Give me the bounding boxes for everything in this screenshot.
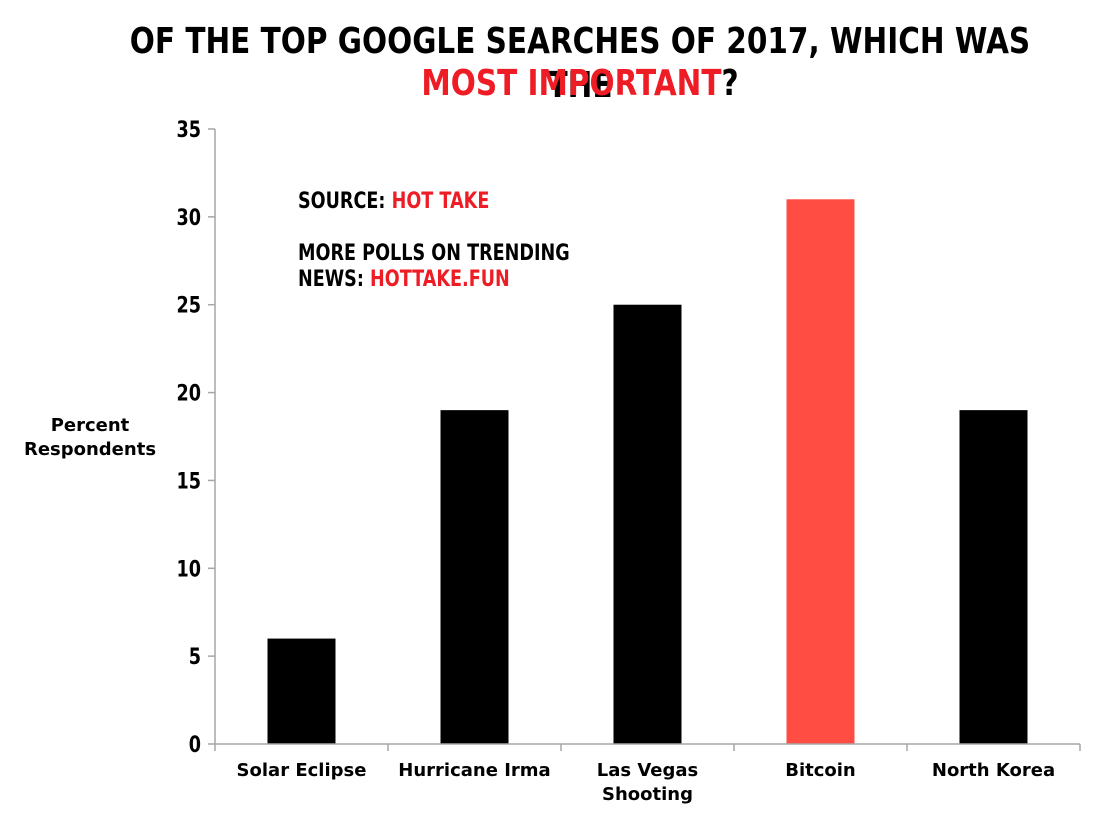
y-tick-label: 10 <box>177 556 201 581</box>
x-tick-label: Las Vegas Shooting <box>597 760 699 805</box>
x-tick-label: Solar Eclipse <box>237 760 367 781</box>
chart-title-line1: OF THE TOP GOOGLE SEARCHES OF 2017, WHIC… <box>129 21 1031 106</box>
y-axis-label: Percent Respondents <box>10 414 170 462</box>
chart-title-highlight: MOST IMPORTANT <box>421 63 722 104</box>
chart-title-suffix: ? <box>721 63 739 104</box>
x-tick-label-line: Bitcoin <box>785 760 856 781</box>
source-note: SOURCE: HOT TAKE <box>298 189 489 215</box>
chart-title-line2: MOST IMPORTANT? <box>104 62 1055 106</box>
bar-las-vegas-shooting <box>613 304 682 744</box>
more-polls-label: NEWS: <box>298 267 364 292</box>
y-tick-label: 35 <box>177 117 201 142</box>
y-tick-label: 0 <box>189 732 201 757</box>
source-label: SOURCE: <box>298 189 386 214</box>
y-axis-label-line1: Percent <box>50 415 130 436</box>
bar-solar-eclipse <box>267 638 336 744</box>
more-polls-line2: NEWS: HOTTAKE.FUN <box>298 267 510 293</box>
source-value: HOT TAKE <box>391 189 490 214</box>
x-tick-label-line: North Korea <box>932 760 1055 781</box>
y-tick-label: 15 <box>177 469 201 494</box>
x-tick-label-line: Solar Eclipse <box>237 760 367 781</box>
x-tick-label: North Korea <box>932 760 1055 781</box>
x-tick-label: Bitcoin <box>785 760 856 781</box>
bar-hurricane-irma <box>440 410 509 744</box>
y-tick-label: 20 <box>177 381 201 406</box>
y-axis-label-line2: Respondents <box>23 439 157 460</box>
x-tick-label-line: Las Vegas <box>597 760 699 781</box>
x-tick-label-line: Hurricane Irma <box>398 760 550 781</box>
bar-bitcoin <box>786 199 855 745</box>
y-tick-label: 5 <box>189 644 201 669</box>
more-polls-link[interactable]: HOTTAKE.FUN <box>370 267 510 292</box>
bar-north-korea <box>959 410 1028 744</box>
y-tick-label: 25 <box>177 293 201 318</box>
x-tick-label: Hurricane Irma <box>398 760 550 781</box>
more-polls-line1: MORE POLLS ON TRENDING <box>298 241 570 266</box>
y-tick-label: 30 <box>177 205 201 230</box>
x-tick-label-line: Shooting <box>602 784 693 805</box>
